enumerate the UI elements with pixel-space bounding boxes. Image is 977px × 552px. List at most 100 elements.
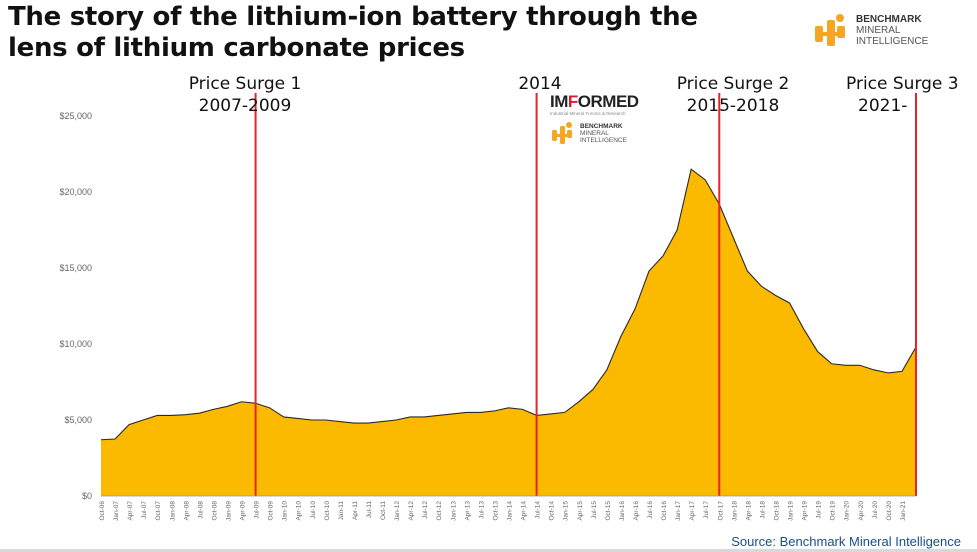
annotation-price-surge-3: Price Surge 3 2021- <box>846 73 972 117</box>
annotation-3-line1: Price Surge 2 <box>676 74 790 94</box>
x-tick-label: Jul-12 <box>422 501 429 519</box>
x-tick-label: Apr-09 <box>240 501 247 521</box>
x-tick-label: Apr-15 <box>577 501 584 521</box>
x-tick-label: Jan-13 <box>450 501 457 521</box>
annotation-1-line1: Price Surge 1 <box>188 74 302 94</box>
x-tick-label: Oct-13 <box>492 501 499 521</box>
informed-logo-accent: F <box>567 92 578 111</box>
x-tick-label: Oct-07 <box>155 501 162 521</box>
annotation-2-line1: 2014 <box>518 74 562 94</box>
x-tick-label: Oct-11 <box>380 501 387 520</box>
x-tick-label: Jan-11 <box>338 501 345 521</box>
benchmark-logo-line3: INTELLIGENCE <box>856 35 929 47</box>
benchmark-logo-small: BENCHMARK MINERAL INTELLIGENCE <box>550 121 627 145</box>
page-title: The story of the lithium-ion battery thr… <box>8 2 698 64</box>
x-tick-label: Jul-20 <box>872 501 879 519</box>
benchmark-logo-line1: BENCHMARK <box>856 13 922 25</box>
informed-logo-tagline: Industrial Mineral Forums & Research <box>550 111 626 116</box>
benchmark-logo: BENCHMARK MINERAL INTELLIGENCE <box>812 12 928 48</box>
x-tick-label: Oct-09 <box>268 501 275 521</box>
x-tick-label: Jan-09 <box>225 501 232 521</box>
annotation-price-surge-1: Price Surge 1 2007-2009 <box>160 73 330 117</box>
annotation-4-line2: 2021- <box>858 96 908 116</box>
x-tick-label: Jul-09 <box>254 501 261 519</box>
informed-logo-prefix: IM <box>550 92 568 111</box>
source-note: Source: Benchmark Mineral Intelligence <box>731 534 961 549</box>
y-tick-label: $5,000 <box>64 415 92 425</box>
benchmark-small-line2: MINERAL <box>580 129 609 137</box>
annotation-4-line1: Price Surge 3 <box>846 74 959 94</box>
informed-logo: IMFORMED Industrial Mineral Forums & Res… <box>550 92 639 116</box>
price-area-fill <box>101 169 916 496</box>
benchmark-small-line1: BENCHMARK <box>580 122 623 130</box>
x-tick-label: Apr-07 <box>127 501 134 521</box>
benchmark-logo-line2: MINERAL <box>856 24 901 36</box>
x-tick-label: Apr-20 <box>858 501 865 521</box>
x-tick-label: Jul-07 <box>141 501 148 519</box>
x-tick-label: Oct-08 <box>211 501 218 521</box>
price-line <box>100 168 917 441</box>
annotation-price-surge-2: Price Surge 2 2015-2018 <box>648 73 818 117</box>
x-tick-label: Jan-10 <box>282 501 289 521</box>
x-tick-label: Jul-16 <box>647 501 654 519</box>
x-tick-label: Apr-08 <box>183 501 190 521</box>
annotation-3-line2: 2015-2018 <box>686 96 780 116</box>
y-tick-label: $25,000 <box>59 111 92 121</box>
benchmark-mark-icon <box>815 14 845 46</box>
y-tick-label: $0 <box>82 491 92 501</box>
x-tick-label: Jul-15 <box>591 501 598 519</box>
x-tick-label: Jan-07 <box>113 501 120 521</box>
y-tick-label: $20,000 <box>59 187 92 197</box>
x-tick-label: Jul-10 <box>310 501 317 519</box>
x-tick-label: Oct-20 <box>886 501 893 521</box>
x-tick-label: Oct-14 <box>549 501 556 521</box>
x-tick-label: Apr-13 <box>464 501 471 521</box>
y-tick-label: $10,000 <box>59 339 92 349</box>
y-tick-label: $15,000 <box>59 263 92 273</box>
x-axis: Oct-06 Jan-07 Apr-07 Jul-07 Oct-07 Jan-08 Apr-… <box>99 495 916 521</box>
y-axis: $0 $5,000 $10,000 $15,000 $20,000 $25,000 <box>59 111 92 501</box>
x-tick-label: Oct-10 <box>324 501 331 521</box>
x-tick-label: Jul-18 <box>759 501 766 519</box>
x-tick-label: Oct-15 <box>605 501 612 521</box>
x-tick-label: Apr-16 <box>633 501 640 521</box>
x-tick-label: Oct-12 <box>436 501 443 521</box>
x-tick-label: Jan-17 <box>675 501 682 521</box>
x-tick-label: Jan-12 <box>394 501 401 521</box>
x-tick-label: Oct-16 <box>661 501 668 521</box>
benchmark-mark-small-icon <box>552 122 572 144</box>
bottom-strip <box>0 549 977 552</box>
price-area <box>100 168 917 496</box>
x-tick-label: Jul-11 <box>366 501 373 519</box>
x-tick-label: Jan-14 <box>507 501 514 521</box>
x-tick-label: Apr-10 <box>296 501 303 521</box>
x-tick-label: Jul-13 <box>478 501 485 519</box>
x-tick-label: Jan-16 <box>619 501 626 521</box>
x-tick-label: Apr-12 <box>408 501 415 521</box>
x-tick-label: Jul-08 <box>197 501 204 519</box>
annotation-2014: 2014 <box>500 73 580 95</box>
informed-logo-suffix: ORMED <box>577 92 639 111</box>
x-tick-label: Oct-06 <box>99 501 106 521</box>
x-tick-label: Oct-19 <box>830 501 837 521</box>
annotation-1-line2: 2007-2009 <box>198 96 292 116</box>
x-tick-label: Jan-08 <box>169 501 176 521</box>
x-tick-label: Jul-17 <box>703 501 710 519</box>
x-tick-label: Oct-17 <box>717 501 724 521</box>
x-tick-label: Jan-15 <box>563 501 570 521</box>
x-tick-label: Apr-11 <box>352 501 359 520</box>
x-tick-label: Jan-18 <box>731 501 738 521</box>
x-tick-label: Jul-19 <box>816 501 823 519</box>
benchmark-small-line3: INTELLIGENCE <box>580 136 627 144</box>
x-tick-label: Jan-19 <box>788 501 795 521</box>
x-tick-label: Oct-18 <box>773 501 780 521</box>
x-tick-label: Apr-14 <box>521 501 528 521</box>
x-tick-label: Apr-17 <box>689 501 696 521</box>
marker-lines <box>254 93 917 496</box>
title-line-2: lens of lithium carbonate prices <box>8 33 465 63</box>
x-tick-label: Apr-18 <box>745 501 752 521</box>
x-tick-label: Jul-14 <box>535 501 542 519</box>
x-tick-label: Apr-19 <box>802 501 809 521</box>
x-tick-label: Jan-20 <box>844 501 851 521</box>
